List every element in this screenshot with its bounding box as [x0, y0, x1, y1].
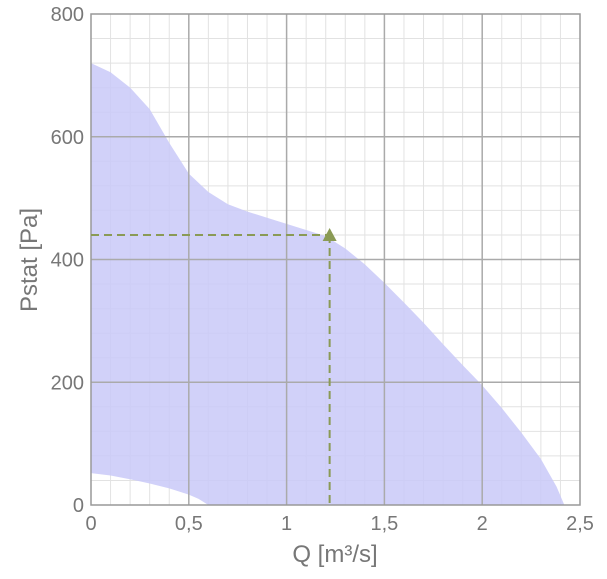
y-tick-label: 200 — [51, 372, 84, 394]
x-tick-label: 2,5 — [566, 513, 594, 535]
y-tick-labels: 0 200 400 600 800 — [51, 4, 84, 517]
y-axis-title: Pstat [Pa] — [16, 208, 43, 312]
x-axis-title: Q [m³/s] — [292, 541, 377, 568]
y-tick-label: 600 — [51, 127, 84, 149]
y-tick-label: 800 — [51, 4, 84, 26]
x-tick-label: 2 — [477, 513, 488, 535]
major-grid — [91, 14, 580, 505]
x-tick-label: 1 — [281, 513, 292, 535]
x-tick-label: 0,5 — [175, 513, 203, 535]
operating-point-group — [91, 227, 337, 505]
y-tick-label: 0 — [73, 495, 84, 517]
operating-range-area — [91, 63, 565, 505]
x-tick-labels: 0 0,5 1 1,5 2 2,5 — [85, 513, 593, 535]
x-tick-label: 1,5 — [370, 513, 398, 535]
plot-frame — [90, 13, 581, 506]
x-tick-label: 0 — [85, 513, 96, 535]
y-tick-label: 400 — [51, 250, 84, 272]
operating-point-marker — [322, 227, 337, 241]
